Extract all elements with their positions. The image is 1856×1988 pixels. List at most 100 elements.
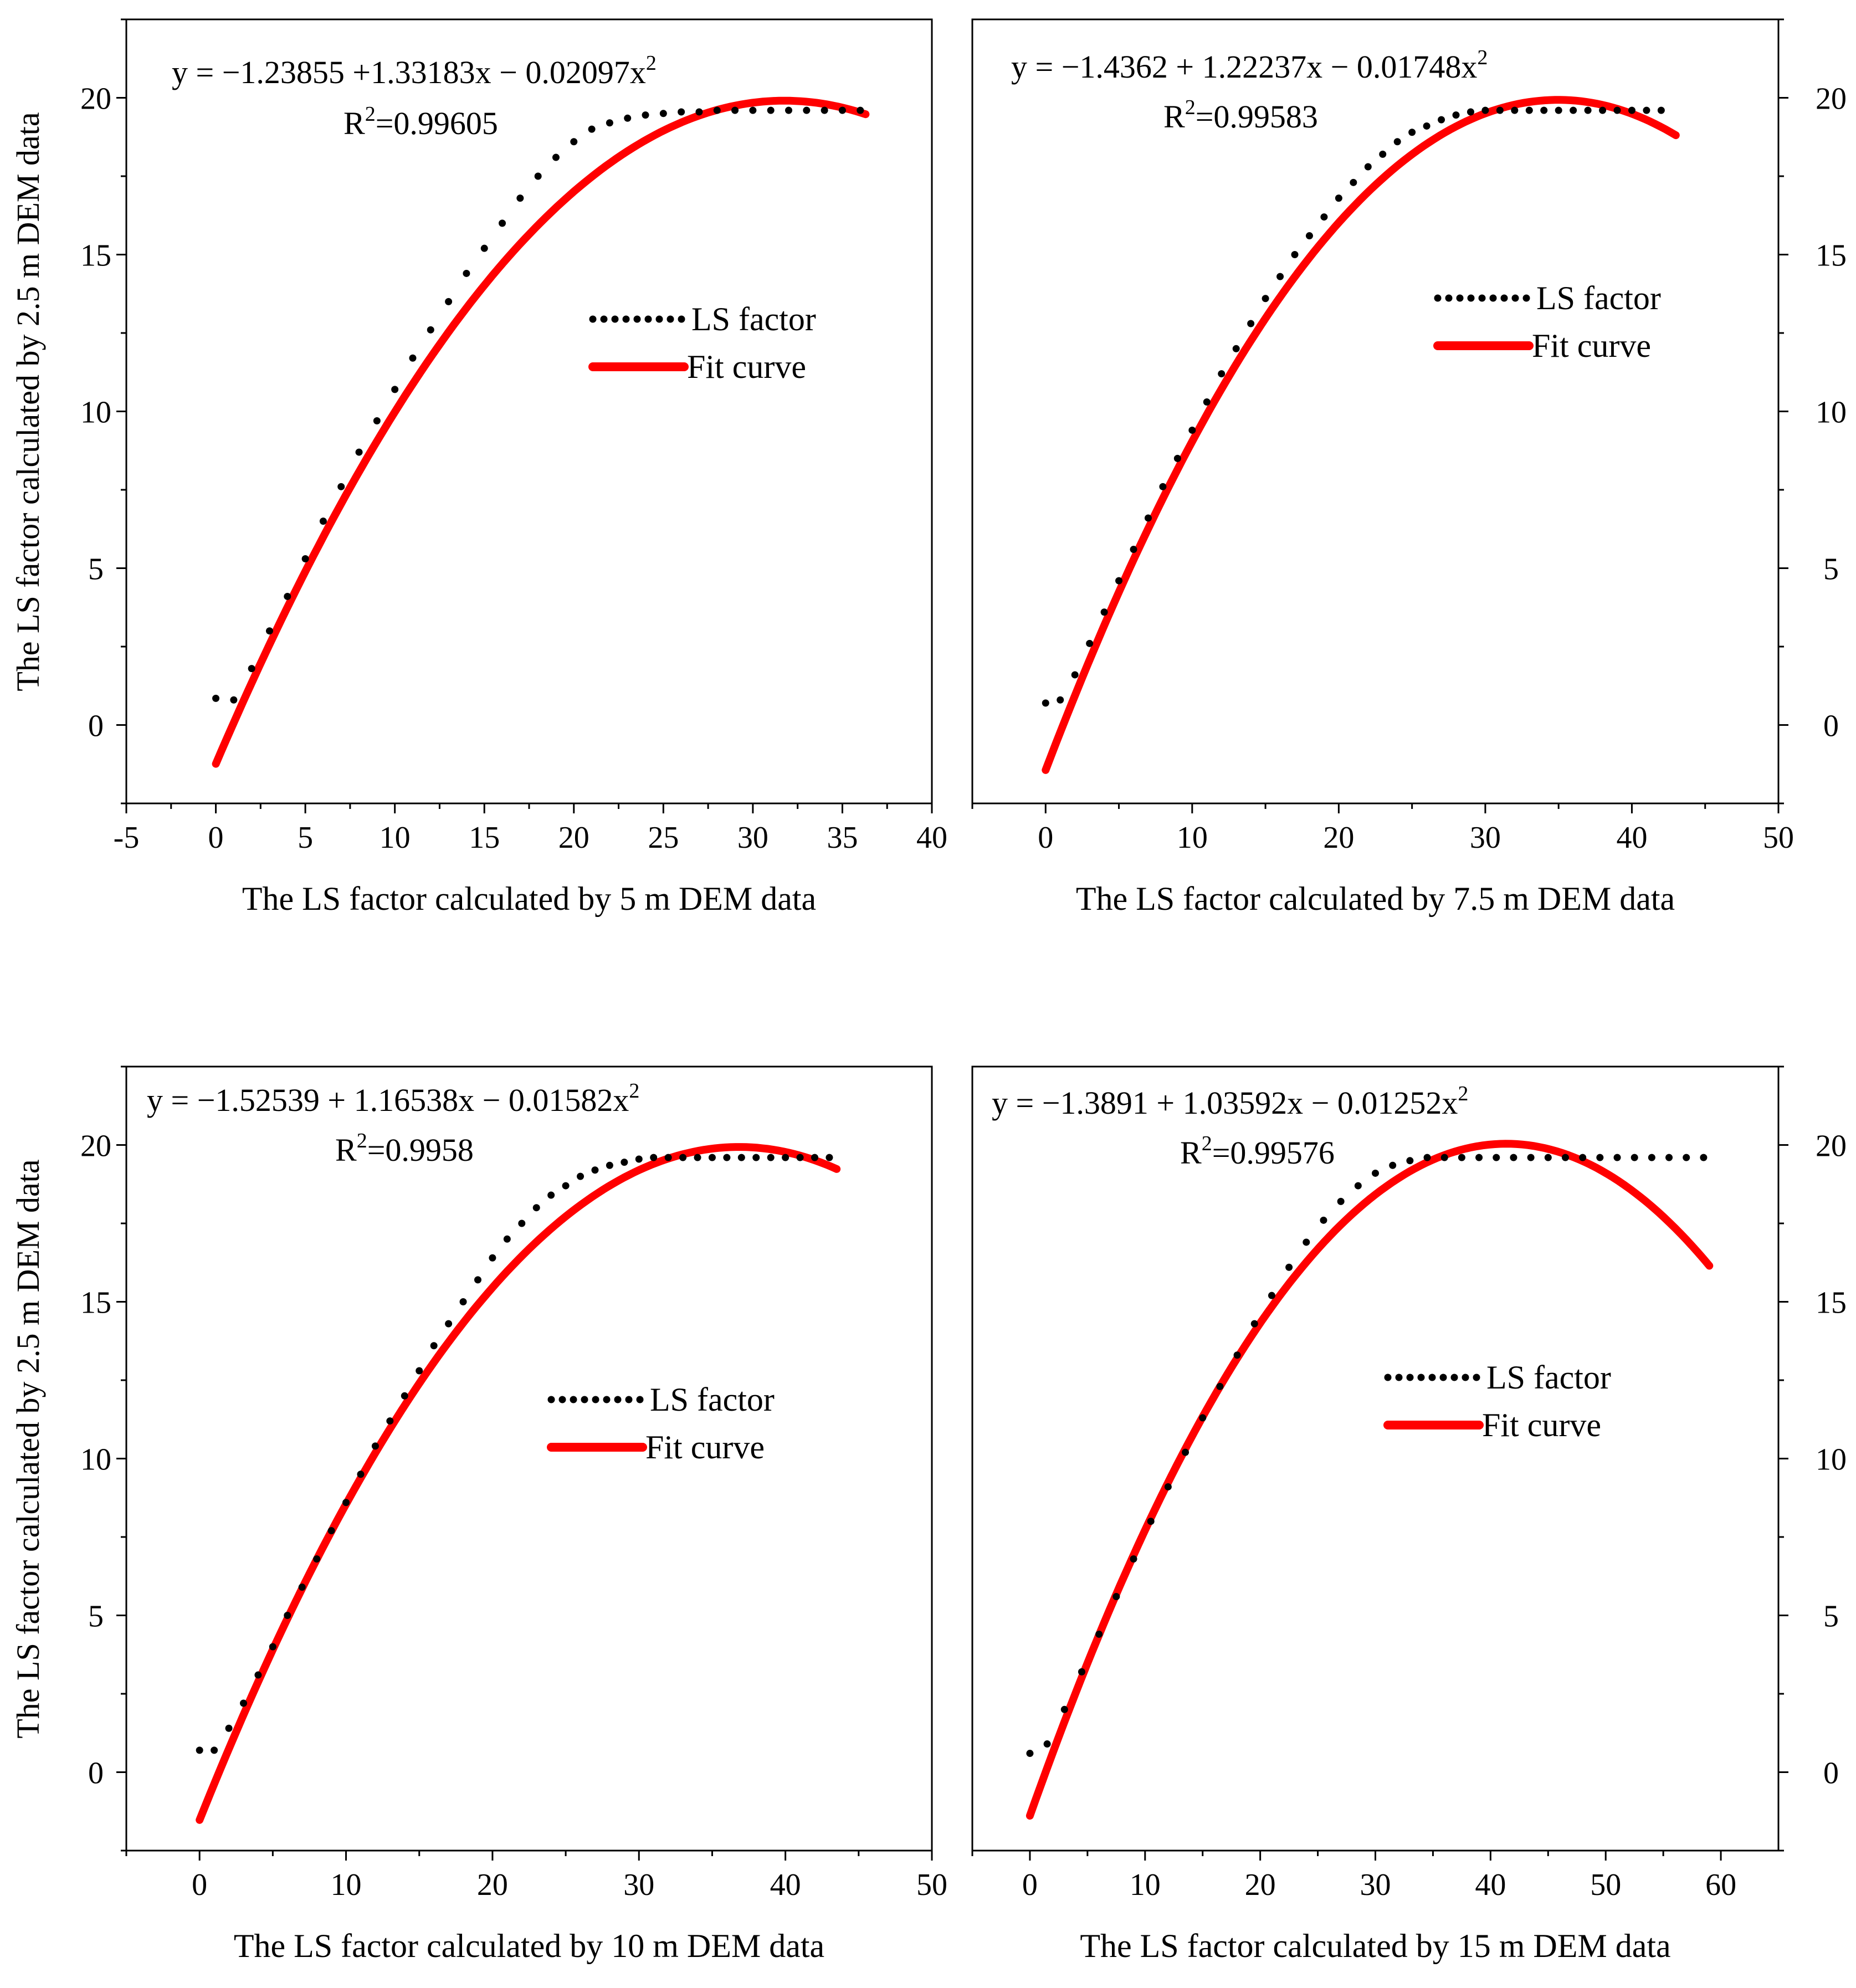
y-axis-label-bottom: The LS factor calculated by 2.5 m DEM da… — [10, 1159, 46, 1738]
legend-data-marker — [1417, 1374, 1425, 1381]
data-point — [1683, 1154, 1690, 1161]
y-tick-label: 0 — [1823, 1756, 1839, 1791]
data-point — [298, 1584, 306, 1591]
data-point — [503, 1235, 511, 1243]
x-tick-label: 30 — [623, 1868, 654, 1902]
y-tick-label: 5 — [1823, 1600, 1839, 1634]
data-point — [1596, 1154, 1604, 1161]
fit-equation: y = −1.52539 + 1.16538x − 0.01582x2 — [147, 1079, 639, 1118]
legend-data-label: LS factor — [1536, 280, 1661, 316]
y-tick-label: 10 — [80, 396, 111, 430]
legend-data-marker — [614, 1396, 622, 1403]
fit-equation-exponent: 2 — [1477, 46, 1488, 69]
data-point — [577, 1172, 585, 1180]
y-tick-label: 0 — [1823, 709, 1839, 744]
data-point — [1042, 699, 1049, 707]
x-tick-label: 10 — [1130, 1868, 1161, 1902]
data-point — [694, 1154, 701, 1161]
x-tick-label: 20 — [558, 821, 589, 855]
x-tick-label: 20 — [1245, 1868, 1276, 1902]
data-point — [1423, 122, 1431, 130]
data-point — [723, 1154, 731, 1161]
legend-data-marker — [625, 1396, 633, 1403]
legend-fit-label: Fit curve — [1532, 327, 1651, 364]
data-point — [811, 1154, 819, 1161]
legend-data-marker — [666, 315, 674, 323]
legend-data-marker — [1522, 294, 1530, 302]
data-point — [1320, 1216, 1327, 1224]
data-point — [1262, 295, 1269, 303]
data-point — [499, 219, 506, 227]
y-tick-label: 20 — [1816, 82, 1847, 116]
data-point — [1078, 1668, 1085, 1676]
data-point — [459, 1298, 467, 1305]
data-point — [248, 665, 255, 673]
data-point — [445, 298, 453, 305]
legend-data-marker — [1445, 294, 1453, 302]
data-point — [489, 1254, 496, 1262]
y-tick-label: 0 — [88, 709, 104, 744]
legend-fit-label: Fit curve — [645, 1429, 765, 1466]
x-tick-label: 5 — [298, 821, 313, 855]
data-point — [1354, 1182, 1362, 1190]
data-point — [1250, 1320, 1258, 1328]
data-point — [1570, 106, 1577, 114]
y-tick-label: 20 — [1816, 1129, 1847, 1164]
y-tick-label: 15 — [80, 1286, 111, 1320]
data-point — [1496, 106, 1504, 114]
data-point — [225, 1724, 233, 1732]
legend-data-marker — [678, 315, 685, 323]
data-point — [386, 1417, 394, 1425]
fit-equation: y = −1.3891 + 1.03592x − 0.01252x2 — [992, 1082, 1468, 1121]
x-tick-label: 50 — [916, 1868, 947, 1902]
data-point — [474, 1276, 481, 1284]
data-point — [713, 106, 721, 114]
data-point — [708, 1154, 716, 1161]
r-squared-exponent: 2 — [1202, 1132, 1212, 1155]
data-point — [1511, 106, 1519, 114]
data-point — [1440, 1154, 1448, 1161]
x-tick-label: 30 — [1470, 821, 1501, 855]
data-point — [695, 108, 703, 116]
r-squared-value: =0.9958 — [367, 1132, 474, 1168]
data-point — [1026, 1750, 1034, 1758]
legend-fit-label: Fit curve — [1482, 1407, 1601, 1443]
data-point — [1544, 1154, 1552, 1161]
data-point — [1467, 108, 1474, 116]
data-point — [239, 1699, 247, 1707]
data-point — [1643, 106, 1650, 114]
legend-data-marker — [636, 1396, 644, 1403]
data-point — [1452, 111, 1460, 119]
legend-data-marker — [633, 315, 641, 323]
x-tick-label: 20 — [1323, 821, 1354, 855]
data-point — [547, 1191, 555, 1199]
chart-panel-5m: -5 0 5 10 15 20 25 30 35 40 0 5 10 15 20 The LS factor … — [80, 18, 947, 917]
data-point — [659, 110, 667, 117]
x-tick-label: 50 — [1763, 821, 1794, 855]
data-point — [1112, 1593, 1120, 1601]
y-tick-label: 5 — [1823, 552, 1839, 587]
data-point — [1130, 1555, 1137, 1563]
r-squared: R2=0.99605 — [343, 103, 498, 141]
data-point — [371, 1442, 379, 1450]
x-tick-label: 15 — [469, 821, 500, 855]
data-point — [1613, 106, 1621, 114]
r-squared-symbol: R — [1180, 1135, 1202, 1171]
y-tick-label: 0 — [88, 1756, 104, 1791]
data-point — [624, 114, 632, 122]
r-squared: R2=0.9958 — [335, 1129, 474, 1168]
data-point — [642, 111, 649, 119]
fit-equation-exponent: 2 — [1458, 1082, 1468, 1105]
legend-data-marker — [1473, 1374, 1480, 1381]
data-point — [1665, 1154, 1673, 1161]
data-point — [1527, 1154, 1535, 1161]
legend-data-marker — [581, 1396, 588, 1403]
x-tick-label: 20 — [477, 1868, 508, 1902]
data-point — [749, 106, 757, 114]
data-point — [1631, 1154, 1638, 1161]
data-point — [1247, 320, 1255, 327]
x-tick-label: 10 — [331, 1868, 362, 1902]
data-point — [857, 106, 864, 114]
x-axis-label: The LS factor calculated by 15 m DEM dat… — [1080, 1928, 1670, 1964]
